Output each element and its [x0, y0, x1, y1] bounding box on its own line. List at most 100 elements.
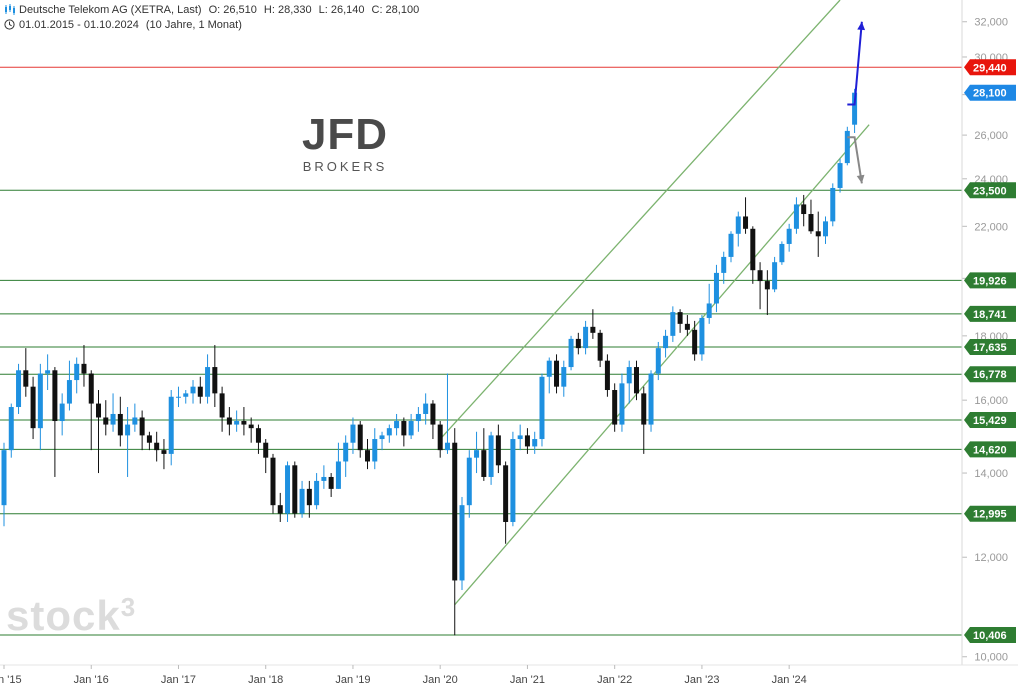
candle-body [408, 421, 414, 436]
candle-body [66, 380, 72, 404]
candle-body [125, 424, 131, 436]
level-label: 14,620 [973, 444, 1007, 456]
candle-body [793, 204, 799, 229]
candle-body [168, 396, 174, 454]
candle-body [277, 505, 283, 514]
candlestick-icon [5, 4, 15, 15]
x-tick-label: Jan '18 [248, 674, 283, 686]
candle-body [764, 281, 770, 290]
candle-body [415, 413, 421, 422]
y-tick-label: 12,000 [974, 552, 1008, 564]
level-label: 18,741 [973, 309, 1007, 321]
candle-body [517, 435, 523, 440]
candle-body [844, 130, 850, 164]
level-label-box [964, 59, 1016, 76]
jfd-logo-subtext: BROKERS [302, 159, 388, 174]
candle-body [379, 435, 385, 440]
candle-body [365, 450, 370, 462]
candle-body [175, 396, 181, 398]
candle-body [808, 214, 814, 232]
candle-body [655, 348, 661, 374]
close-value: C: 28,100 [371, 4, 420, 16]
x-tick-label: Jan '22 [597, 674, 632, 686]
candle-body [234, 421, 240, 425]
x-tick-label: Jan '16 [74, 674, 109, 686]
y-tick-label: 16,000 [974, 395, 1008, 407]
level-label: 23,500 [973, 185, 1007, 197]
candle-body [772, 262, 778, 290]
candle-body [270, 457, 276, 506]
candle-body [430, 403, 436, 425]
candle-body [830, 187, 836, 222]
y-tick-label: 32,000 [974, 17, 1008, 29]
candle-body [161, 450, 167, 454]
candle-body [88, 373, 94, 404]
candle-body [255, 428, 261, 443]
level-label-box [964, 84, 1016, 101]
candle-body [263, 442, 269, 458]
candle-body [663, 335, 669, 349]
candle-body [248, 424, 254, 429]
candle-body [8, 407, 14, 451]
candle-body [561, 367, 567, 387]
candle-body [30, 386, 36, 429]
candle-body [219, 393, 225, 418]
candle-body [495, 435, 501, 466]
candle-body [503, 465, 509, 522]
candle-body [423, 403, 429, 414]
chart-header-ohlc: Deutsche Telekom AG (XETRA, Last) O: 26,5… [4, 4, 426, 16]
candle-body [532, 439, 538, 447]
candle-body [321, 476, 327, 481]
candle-body [539, 376, 545, 440]
candle-body [590, 326, 596, 333]
projection-arrowhead [856, 174, 865, 184]
candle-body [641, 393, 647, 425]
candle-body [226, 417, 232, 425]
candle-body [728, 233, 734, 257]
candle-body [394, 421, 400, 429]
candle-body [546, 360, 552, 377]
candle-body [444, 442, 450, 451]
x-tick-label: Jan '21 [510, 674, 545, 686]
trend-line [454, 124, 870, 606]
candle-body [554, 360, 560, 387]
candle-body [786, 228, 792, 244]
candle-body [757, 270, 763, 282]
candle-body [197, 386, 203, 397]
horizontal-levels [0, 66, 962, 636]
x-tick-label: Jan '19 [335, 674, 370, 686]
candle-body [299, 488, 305, 514]
trend-channel [439, 0, 870, 606]
candle-body [466, 457, 472, 506]
projection-arrow [847, 136, 863, 184]
candle-body [437, 424, 443, 451]
candle-body [154, 442, 160, 451]
candle-body [81, 363, 87, 374]
level-label: 29,440 [973, 62, 1007, 74]
chart-header-period: 01.01.2015 - 01.10.2024 (10 Jahre, 1 Mona… [4, 19, 249, 31]
x-tick-label: Jan '15 [0, 674, 22, 686]
candle-body [670, 312, 676, 336]
candle-body [779, 243, 785, 263]
candle-body [510, 439, 516, 522]
candle-body [357, 424, 363, 451]
candle-body [146, 435, 152, 443]
instrument-name: Deutsche Telekom AG (XETRA, Last) [19, 4, 202, 16]
candle-body [677, 312, 683, 324]
candle-body [110, 413, 116, 425]
candle-body [619, 383, 625, 425]
y-tick-label: 22,000 [974, 221, 1008, 233]
candle-body [713, 272, 719, 304]
level-label-box [964, 339, 1016, 356]
candle-body [328, 476, 334, 489]
level-label: 15,429 [973, 415, 1007, 427]
trend-line [439, 0, 841, 440]
candle-body [343, 442, 349, 462]
candle-body [837, 163, 843, 188]
candle-body [306, 488, 312, 506]
level-label-box [964, 272, 1016, 289]
projection-arrow [847, 21, 863, 106]
level-label-box [964, 182, 1016, 199]
candle-body [59, 403, 65, 422]
